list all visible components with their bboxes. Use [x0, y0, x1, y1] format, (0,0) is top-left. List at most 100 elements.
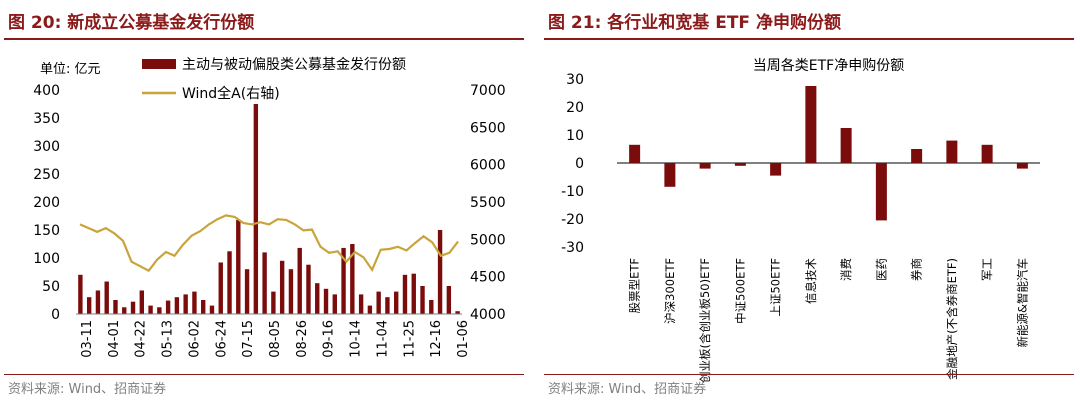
right-x-category-label: 创业板(含创业板50)ETF — [698, 258, 712, 383]
left-y-tick-label: 50 — [42, 279, 60, 295]
fund-issuance-bar — [350, 244, 355, 314]
left-x-tick-label: 11-25 — [402, 320, 417, 358]
left-y-tick-label: 0 — [51, 307, 60, 323]
etf-net-subscription-bar — [981, 144, 993, 163]
right-y-tick-label: 4500 — [470, 270, 506, 286]
fund-issuance-bar — [323, 288, 329, 314]
fund-issuance-bar — [376, 291, 381, 314]
legend-bar-swatch — [142, 59, 176, 69]
left-y-tick-label: 100 — [33, 251, 60, 267]
right-figure-title: 图 21: 各行业和宽基 ETF 净申购份额 — [548, 13, 841, 33]
right-chart-svg: 当周各类ETF净申购份额 -30 -20 -10 0 10 20 30 股票型ETF 沪深300E… — [561, 58, 1040, 383]
fund-issuance-bar — [157, 307, 162, 314]
left-unit-label: 单位: 亿元 — [40, 62, 101, 77]
fund-issuance-bar — [446, 286, 452, 314]
fund-issuance-bar — [341, 247, 346, 314]
etf-net-subscription-bar — [805, 86, 817, 163]
right-bottom-rule — [544, 374, 1074, 375]
left-title-rule — [4, 38, 524, 40]
fund-issuance-bar — [227, 251, 232, 314]
left-y-tick-label: 350 — [33, 111, 60, 127]
fund-issuance-bar — [192, 291, 197, 314]
left-x-tick-label: 06-02 — [187, 320, 202, 358]
left-x-tick-label: 11-04 — [375, 320, 390, 358]
right-x-category-label: 券商 — [910, 258, 924, 281]
right-y-tick-label: 4000 — [470, 307, 506, 323]
fund-issuance-bar — [209, 305, 215, 314]
fund-issuance-bar — [411, 273, 416, 314]
fund-issuance-bar — [262, 252, 267, 314]
etf-net-subscription-bar — [770, 163, 782, 176]
right-y-tick-label: 6000 — [470, 158, 506, 174]
fund-issuance-bar — [297, 247, 302, 314]
etf-net-subscription-bar — [664, 163, 676, 187]
left-source-note: 资料来源: Wind、招商证券 — [8, 382, 167, 397]
left-x-tick-label: 04-22 — [134, 320, 149, 358]
fund-issuance-bar — [394, 291, 399, 314]
fund-issuance-bar — [332, 294, 337, 314]
right-x-category-label: 金融地产(不含券商ETF) — [945, 258, 959, 380]
left-x-tick-label: 05-13 — [161, 320, 176, 358]
fund-issuance-bar — [271, 291, 276, 314]
right-title-rule — [544, 38, 1074, 40]
left-x-tick-label: 06-24 — [214, 320, 229, 358]
left-y-tick-label: 200 — [33, 195, 60, 211]
left-y-tick-label: 400 — [33, 83, 60, 99]
fund-issuance-bar — [148, 305, 153, 314]
etf-net-subscription-bar — [1016, 163, 1028, 169]
right-y-tick-label: 20 — [566, 100, 584, 116]
right-y-tick-label: 30 — [566, 72, 584, 88]
fund-issuance-bar — [315, 283, 320, 314]
fund-issuance-bar — [201, 300, 206, 314]
fund-issuance-bar — [279, 260, 285, 314]
right-chart-title: 当周各类ETF净申购份额 — [753, 58, 904, 74]
fund-issuance-bar — [402, 274, 408, 314]
right-x-category-label: 沪深300ETF — [663, 258, 677, 324]
fund-issuance-bar — [130, 301, 136, 314]
etf-net-subscription-bar — [911, 149, 923, 163]
left-x-tick-label: 08-26 — [295, 320, 310, 358]
right-x-category-label: 股票型ETF — [628, 258, 642, 313]
right-y-tick-label: 7000 — [470, 83, 506, 99]
right-x-category-label: 上证50ETF — [769, 258, 783, 317]
fund-issuance-bar — [306, 264, 311, 314]
fund-issuance-bar — [367, 305, 373, 314]
right-y-tick-label: -20 — [561, 212, 584, 228]
fund-issuance-bar — [236, 219, 241, 314]
right-y-tick-label: 10 — [566, 128, 584, 144]
right-x-category-label: 消费 — [839, 258, 853, 281]
fund-issuance-bar — [183, 294, 188, 314]
fund-issuance-bar — [122, 307, 127, 314]
left-y-tick-label: 250 — [33, 167, 60, 183]
fund-issuance-bar — [95, 290, 101, 314]
right-source-note: 资料来源: Wind、招商证券 — [548, 382, 707, 397]
right-y-tick-label: 5000 — [470, 232, 506, 248]
fund-issuance-bar — [86, 297, 92, 314]
legend-line-label: Wind全A(右轴) — [182, 85, 280, 102]
right-y-tick-label: 6500 — [470, 120, 506, 136]
fund-issuance-bar — [139, 290, 144, 314]
left-figure-title: 图 20: 新成立公募基金发行份额 — [8, 13, 255, 33]
right-y-tick-label: 0 — [575, 156, 584, 172]
wind-all-a-line — [79, 214, 459, 273]
etf-net-subscription-bar — [840, 128, 852, 163]
fund-issuance-bar — [78, 274, 83, 314]
right-y-tick-label: -10 — [561, 184, 584, 200]
fund-issuance-bar — [288, 269, 294, 314]
fund-issuance-bar — [104, 281, 109, 314]
left-x-tick-label: 09-16 — [322, 320, 337, 358]
left-x-tick-label: 03-11 — [80, 320, 95, 358]
fund-issuance-bar — [113, 300, 118, 314]
left-x-tick-label: 07-15 — [241, 320, 256, 358]
left-x-tick-label: 08-05 — [268, 320, 283, 358]
etf-net-subscription-bar — [734, 163, 746, 166]
left-x-tick-label: 10-14 — [349, 320, 364, 358]
right-y-tick-label: 5500 — [470, 195, 506, 211]
left-figure-panel: 图 20: 新成立公募基金发行份额 单位: 亿元 0 50 100 150 200 250 3… — [0, 0, 530, 406]
right-x-category-label: 军工 — [980, 258, 994, 281]
left-bottom-rule — [4, 374, 524, 375]
right-x-category-label: 信息技术 — [804, 258, 818, 304]
etf-net-subscription-bar — [946, 140, 958, 163]
right-y-tick-label: -30 — [561, 240, 584, 256]
left-x-tick-label: 01-06 — [456, 320, 471, 358]
